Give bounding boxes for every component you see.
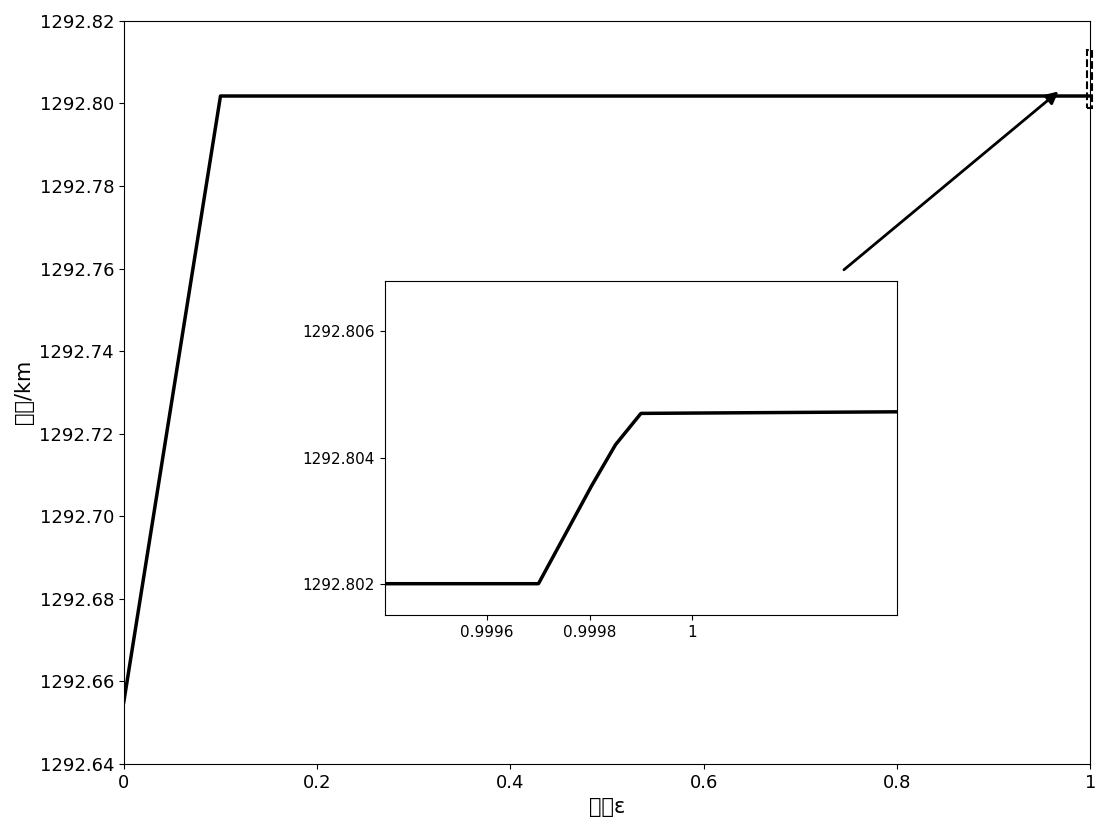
Y-axis label: 航程/km: 航程/km <box>14 360 34 425</box>
Bar <box>1087 50 1092 107</box>
X-axis label: 参数ε: 参数ε <box>589 797 625 817</box>
